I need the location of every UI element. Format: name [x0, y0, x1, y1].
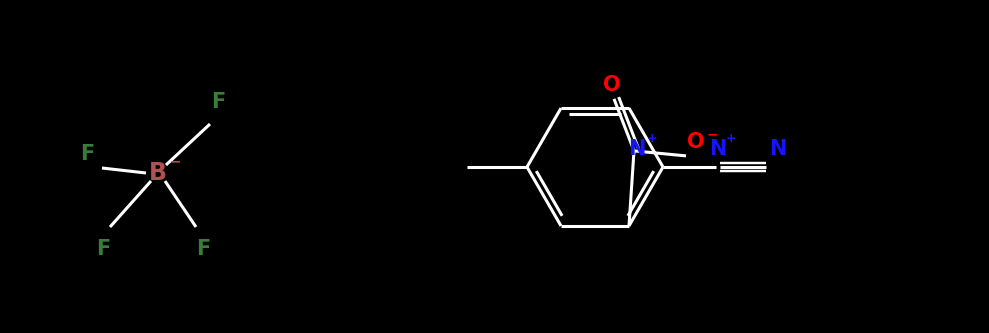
Text: F: F: [96, 239, 110, 259]
Text: O: O: [603, 75, 621, 95]
Text: F: F: [196, 239, 210, 259]
Text: −: −: [170, 154, 181, 168]
Text: N: N: [709, 139, 727, 159]
Text: O: O: [687, 132, 705, 152]
Text: N: N: [769, 139, 786, 159]
Text: F: F: [80, 144, 94, 164]
Text: B: B: [149, 161, 167, 185]
Text: F: F: [211, 92, 225, 112]
Text: +: +: [726, 133, 737, 146]
Text: N: N: [628, 139, 646, 159]
Text: −: −: [707, 127, 718, 141]
Text: +: +: [647, 133, 658, 146]
